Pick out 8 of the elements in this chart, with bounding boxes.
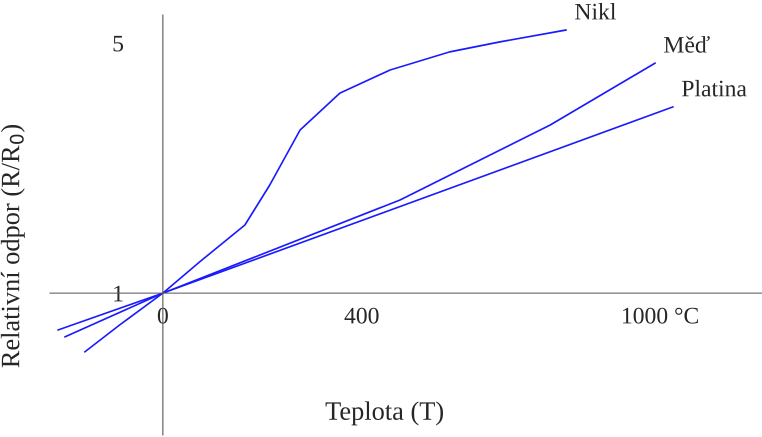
x-tick-label: 1000 °C xyxy=(622,308,698,324)
y-tick-label: 5 xyxy=(114,36,124,52)
x-tick-label: 400 xyxy=(344,308,379,324)
y-axis-title: Relativní odpor (R/R$_{0}$) xyxy=(0,125,25,368)
x-axis-title: Teplota (T) xyxy=(326,401,444,426)
series-label: Platina xyxy=(682,80,747,97)
series-label: Měď xyxy=(664,36,710,53)
series-label: Nikl xyxy=(575,3,616,20)
